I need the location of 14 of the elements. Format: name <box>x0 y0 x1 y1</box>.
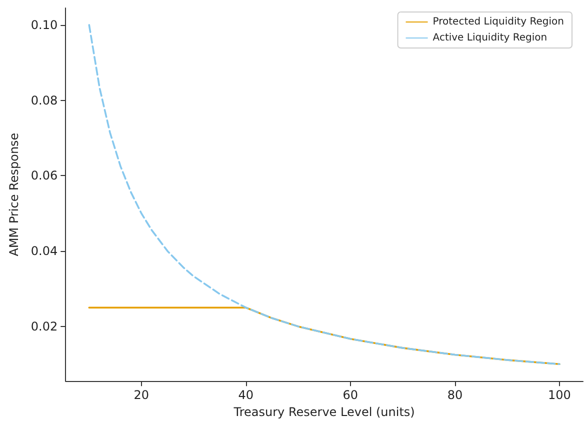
legend-label: Protected Liquidity Region <box>432 16 564 28</box>
y-tick-label: 0.04 <box>30 244 58 258</box>
y-axis-title: AMM Price Response <box>7 132 21 256</box>
y-tick-label: 0.06 <box>30 168 58 183</box>
x-tick-label: 100 <box>548 388 571 402</box>
x-tick-label: 40 <box>238 388 254 402</box>
x-tick-label: 20 <box>134 388 150 402</box>
x-axis-title: Treasury Reserve Level (units) <box>232 405 415 419</box>
legend-label: Active Liquidity Region <box>432 32 548 44</box>
y-tick-label: 0.02 <box>30 319 58 334</box>
x-tick-label: 80 <box>447 388 463 402</box>
x-tick-label: 60 <box>342 388 358 402</box>
y-tick-label: 0.10 <box>30 18 58 32</box>
y-tick-label: 0.08 <box>30 93 58 108</box>
